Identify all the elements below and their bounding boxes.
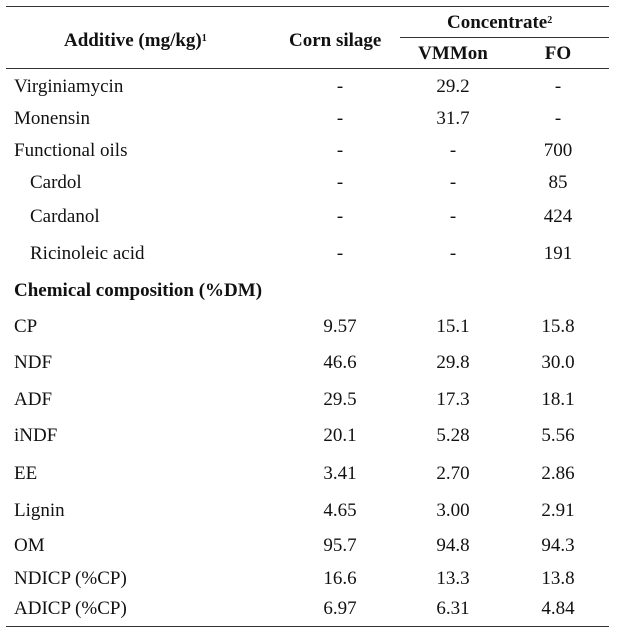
header-additive: Additive (mg/kg)1 — [64, 30, 207, 52]
fo-value: 424 — [543, 206, 573, 227]
fo-value: 18.1 — [541, 389, 575, 410]
corn-silage-value: - — [336, 172, 344, 193]
row-label: Cardanol — [30, 206, 100, 227]
header-fo: FO — [544, 43, 572, 64]
fo-value: 30.0 — [541, 352, 575, 373]
row-label: iNDF — [14, 425, 58, 446]
row-label: Cardol — [30, 172, 82, 193]
fo-value: 4.84 — [541, 598, 575, 619]
corn-silage-value: 6.97 — [323, 598, 357, 619]
row-label: EE — [14, 463, 38, 484]
fo-value: 85 — [548, 172, 568, 193]
vmmon-value: - — [449, 206, 457, 227]
fo-value: 13.8 — [541, 568, 575, 589]
row-label: OM — [14, 535, 45, 556]
row-label: Virginiamycin — [14, 76, 124, 97]
header-bottom-rule — [6, 68, 609, 69]
corn-silage-value: 29.5 — [323, 389, 357, 410]
header-additive-label: Additive (mg/kg) — [64, 30, 202, 51]
row-label: Lignin — [14, 500, 65, 521]
header-concentrate-footnote: 2 — [547, 15, 553, 26]
corn-silage-value: 16.6 — [323, 568, 357, 589]
fo-value: - — [554, 108, 562, 129]
corn-silage-value: - — [336, 108, 344, 129]
vmmon-value: 31.7 — [436, 108, 470, 129]
corn-silage-value: 3.41 — [323, 463, 357, 484]
vmmon-value: 17.3 — [436, 389, 470, 410]
row-label: ADF — [14, 389, 53, 410]
vmmon-value: - — [449, 140, 457, 161]
row-label: Monensin — [14, 108, 90, 129]
section-heading: Chemical composition (%DM) — [14, 280, 263, 301]
corn-silage-value: 9.57 — [323, 316, 357, 337]
vmmon-value: - — [449, 243, 457, 264]
corn-silage-value: - — [336, 206, 344, 227]
fo-value: - — [554, 76, 562, 97]
row-label: ADICP (%CP) — [14, 598, 127, 619]
fo-value: 700 — [543, 140, 573, 161]
vmmon-value: 29.8 — [436, 352, 470, 373]
corn-silage-value: 95.7 — [323, 535, 357, 556]
fo-value: 2.91 — [541, 500, 575, 521]
header-additive-footnote: 1 — [201, 33, 207, 44]
concentrate-underline — [400, 37, 609, 38]
row-label: NDICP (%CP) — [14, 568, 127, 589]
table-top-rule — [6, 6, 609, 7]
corn-silage-value: - — [336, 76, 344, 97]
header-corn-silage: Corn silage — [289, 30, 382, 51]
vmmon-value: - — [449, 172, 457, 193]
vmmon-value: 13.3 — [436, 568, 470, 589]
fo-value: 94.3 — [541, 535, 575, 556]
fo-value: 5.56 — [541, 425, 575, 446]
fo-value: 2.86 — [541, 463, 575, 484]
vmmon-value: 5.28 — [436, 425, 470, 446]
row-label: Functional oils — [14, 140, 128, 161]
corn-silage-value: 46.6 — [323, 352, 357, 373]
row-label: Ricinoleic acid — [30, 243, 145, 264]
vmmon-value: 15.1 — [436, 316, 470, 337]
corn-silage-value: - — [336, 140, 344, 161]
vmmon-value: 6.31 — [436, 598, 470, 619]
fo-value: 15.8 — [541, 316, 575, 337]
fo-value: 191 — [543, 243, 573, 264]
vmmon-value: 3.00 — [436, 500, 470, 521]
row-label: NDF — [14, 352, 53, 373]
vmmon-value: 94.8 — [436, 535, 470, 556]
header-concentrate: Concentrate2 — [447, 12, 552, 34]
row-label: CP — [14, 316, 38, 337]
corn-silage-value: - — [336, 243, 344, 264]
table-bottom-rule — [6, 626, 609, 627]
corn-silage-value: 4.65 — [323, 500, 357, 521]
vmmon-value: 29.2 — [436, 76, 470, 97]
corn-silage-value: 20.1 — [323, 425, 357, 446]
header-concentrate-label: Concentrate — [447, 12, 548, 33]
header-vmmon: VMMon — [418, 43, 488, 64]
vmmon-value: 2.70 — [436, 463, 470, 484]
